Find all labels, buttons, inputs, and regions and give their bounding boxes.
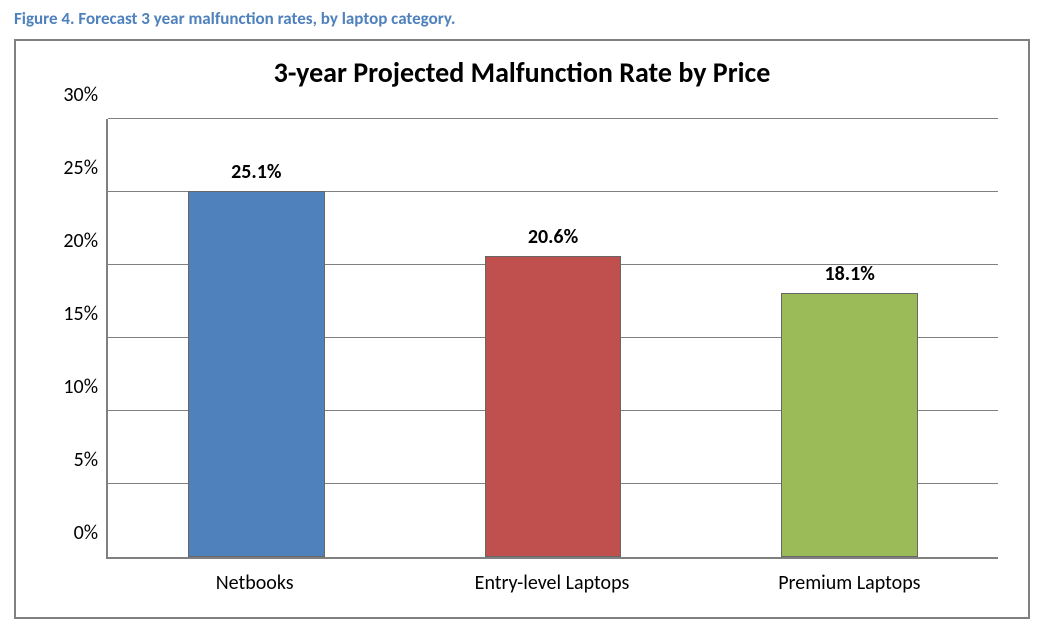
- y-tick-label: 15%: [63, 302, 108, 326]
- chart-container: 3-year Projected Malfunction Rate by Pri…: [14, 39, 1030, 619]
- bar: 20.6%: [485, 256, 621, 557]
- y-tick-label: 25%: [63, 156, 108, 180]
- plot-area: 0%5%10%15%20%25%30%25.1%20.6%18.1%: [106, 119, 998, 559]
- chart-title: 3-year Projected Malfunction Rate by Pri…: [16, 41, 1028, 90]
- bar: 25.1%: [188, 191, 324, 557]
- y-tick-label: 30%: [63, 83, 108, 107]
- bar-value-label: 18.1%: [824, 262, 874, 294]
- y-tick-label: 5%: [74, 448, 108, 472]
- figure-caption-text: Figure 4. Forecast 3 year malfunction ra…: [14, 8, 455, 29]
- y-tick-label: 10%: [63, 375, 108, 399]
- x-axis: Netbooks Entry-level Laptops Premium Lapto…: [106, 559, 998, 617]
- bar: 18.1%: [781, 293, 917, 557]
- y-tick-label: 20%: [63, 229, 108, 253]
- gridline: [108, 118, 998, 119]
- x-category-label: Entry-level Laptops: [475, 571, 630, 595]
- bar-value-label: 20.6%: [528, 225, 578, 257]
- x-category-label: Premium Laptops: [778, 571, 920, 595]
- x-category-label: Netbooks: [216, 571, 294, 595]
- figure-caption: Figure 4. Forecast 3 year malfunction ra…: [0, 0, 1044, 39]
- y-tick-label: 0%: [74, 521, 108, 545]
- bar-value-label: 25.1%: [231, 160, 281, 192]
